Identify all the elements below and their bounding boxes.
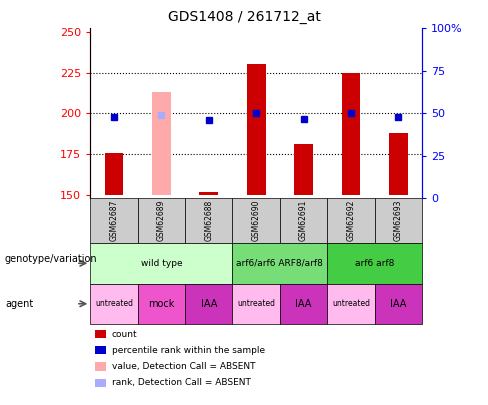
- Bar: [104, 153, 123, 195]
- Bar: [138, 198, 185, 243]
- Bar: [90, 243, 232, 284]
- Text: untreated: untreated: [95, 299, 133, 308]
- Text: rank, Detection Call = ABSENT: rank, Detection Call = ABSENT: [112, 378, 251, 387]
- Bar: [327, 284, 375, 324]
- Text: untreated: untreated: [332, 299, 370, 308]
- Text: GSM62692: GSM62692: [346, 200, 356, 241]
- Text: arf6/arf6 ARF8/arf8: arf6/arf6 ARF8/arf8: [237, 259, 324, 268]
- Text: IAA: IAA: [390, 299, 407, 309]
- Text: IAA: IAA: [201, 299, 217, 309]
- Bar: [280, 284, 327, 324]
- Text: percentile rank within the sample: percentile rank within the sample: [112, 346, 265, 355]
- Bar: [90, 198, 138, 243]
- Bar: [232, 284, 280, 324]
- Bar: [375, 198, 422, 243]
- Bar: [185, 284, 232, 324]
- Bar: [342, 72, 361, 195]
- Bar: [375, 284, 422, 324]
- Text: untreated: untreated: [237, 299, 275, 308]
- Text: IAA: IAA: [295, 299, 312, 309]
- Bar: [138, 284, 185, 324]
- Text: agent: agent: [5, 299, 33, 309]
- Bar: [199, 192, 218, 195]
- Bar: [294, 145, 313, 195]
- Bar: [185, 198, 232, 243]
- Text: GSM62691: GSM62691: [299, 200, 308, 241]
- Bar: [327, 243, 422, 284]
- Text: value, Detection Call = ABSENT: value, Detection Call = ABSENT: [112, 362, 255, 371]
- Bar: [280, 198, 327, 243]
- Bar: [232, 198, 280, 243]
- Text: GSM62688: GSM62688: [204, 200, 213, 241]
- Text: GDS1408 / 261712_at: GDS1408 / 261712_at: [167, 10, 321, 24]
- Bar: [232, 243, 327, 284]
- Bar: [327, 198, 375, 243]
- Text: arf6 arf8: arf6 arf8: [355, 259, 394, 268]
- Text: mock: mock: [148, 299, 175, 309]
- Bar: [247, 64, 265, 195]
- Text: GSM62687: GSM62687: [109, 200, 119, 241]
- Text: GSM62690: GSM62690: [252, 200, 261, 241]
- Text: GSM62693: GSM62693: [394, 200, 403, 241]
- Text: genotype/variation: genotype/variation: [5, 254, 98, 264]
- Bar: [152, 92, 171, 195]
- Text: wild type: wild type: [141, 259, 182, 268]
- Text: GSM62689: GSM62689: [157, 200, 166, 241]
- Text: count: count: [112, 330, 138, 339]
- Bar: [90, 284, 138, 324]
- Bar: [389, 133, 408, 195]
